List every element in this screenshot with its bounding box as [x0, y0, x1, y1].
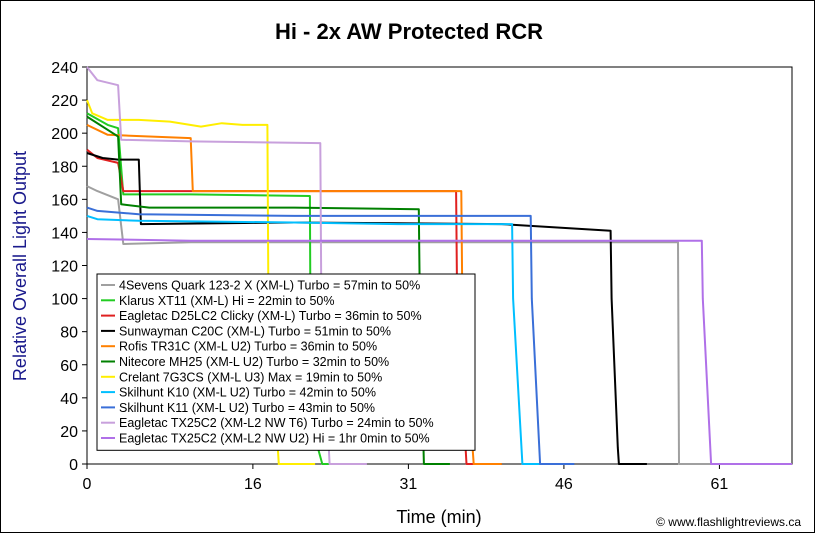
x-tick-label: 0	[83, 476, 92, 493]
y-tick-label: 140	[51, 225, 78, 242]
legend-entry: Skilhunt K11 (XM-L U2) Turbo = 43min to …	[119, 401, 375, 415]
x-tick-label: 46	[555, 476, 573, 493]
legend-entry: Eagletac TX25C2 (XM-L2 NW U2) Hi = 1hr 0…	[119, 432, 430, 446]
legend-entry: Klarus XT11 (XM-L) Hi = 22min to 50%	[119, 294, 334, 308]
chart-title: Hi - 2x AW Protected RCR	[275, 19, 543, 44]
series-line-5	[86, 123, 502, 465]
axis-ticks: 0 20 40 60 80 100 120 140 160 180 200 220 240 0 16 31 46…	[51, 60, 728, 493]
series-line-11	[86, 238, 792, 465]
series-line-9	[86, 206, 575, 465]
y-tick-label: 80	[60, 325, 78, 342]
legend-entry: Rofis TR31C (XM-L U2) Turbo = 36min to 5…	[119, 340, 377, 354]
legend-entry: Crelant 7G3CS (XM-L U3) Max = 19min to 5…	[119, 370, 382, 384]
y-tick-label: 100	[51, 292, 78, 309]
series-line-1	[86, 185, 730, 465]
legend-entry: Sunwayman C20C (XM-L) Turbo = 51min to 5…	[119, 324, 391, 338]
legend-entry: Nitecore MH25 (XM-L U2) Turbo = 32min to…	[119, 355, 389, 369]
x-tick-label: 16	[244, 476, 262, 493]
y-tick-label: 0	[69, 457, 78, 474]
y-tick-label: 220	[51, 93, 78, 110]
legend-entry: 4Sevens Quark 123-2 X (XM-L) Turbo = 57m…	[119, 279, 420, 293]
legend-entry: Eagletac D25LC2 Clicky (XM-L) Turbo = 36…	[119, 309, 422, 323]
series-line-2	[86, 112, 347, 465]
x-axis-label: Time (min)	[396, 507, 481, 527]
x-tick-label: 61	[711, 476, 729, 493]
y-axis-label: Relative Overall Light Output	[10, 151, 30, 381]
y-tick-label: 200	[51, 126, 78, 143]
series-line-10	[86, 66, 367, 465]
legend-box	[96, 273, 476, 451]
credit-text: © www.flashlightreviews.ca	[656, 515, 801, 529]
x-tick-label: 31	[399, 476, 417, 493]
series-lines	[86, 66, 792, 465]
y-tick-label: 160	[51, 192, 78, 209]
y-tick-label: 20	[60, 424, 78, 441]
legend-entry: Eagletac TX25C2 (XM-L2 NW T6) Turbo = 24…	[119, 416, 434, 430]
y-tick-label: 120	[51, 259, 78, 276]
series-line-8	[86, 214, 564, 465]
y-tick-label: 240	[51, 60, 78, 77]
legend-entry: Skilhunt K10 (XM-L U2) Turbo = 42min to …	[119, 386, 376, 400]
legend: 4Sevens Quark 123-2 X (XM-L) Turbo = 57m…	[96, 273, 476, 451]
series-line-6	[86, 115, 450, 465]
y-tick-label: 60	[60, 358, 78, 375]
y-tick-label: 180	[51, 159, 78, 176]
y-tick-label: 40	[60, 391, 78, 408]
